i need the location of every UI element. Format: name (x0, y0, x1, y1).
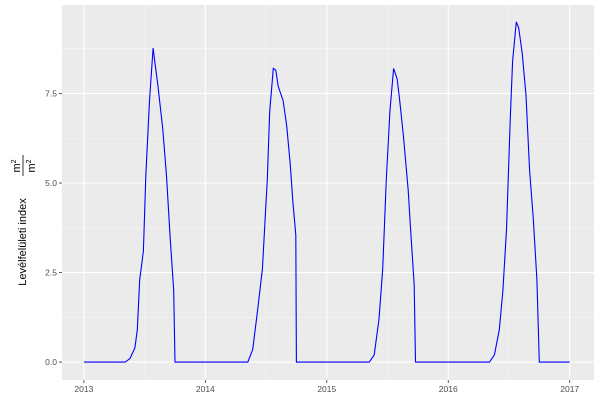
plot-panel (62, 5, 594, 380)
y-axis-label: Levélfelületi index (17, 198, 29, 286)
y-axis-title: Levélfelületi index m2 m2 (11, 155, 38, 286)
y-tick-label: 7.5 (45, 88, 57, 98)
x-tick-label: 2016 (439, 384, 458, 394)
y-tick-label: 2.5 (45, 268, 57, 278)
y-tick-label: 5.0 (45, 178, 57, 188)
x-tick-label: 2013 (74, 384, 93, 394)
x-axis: 2013 2014 2015 2016 2017 (74, 380, 579, 394)
series-line (83, 21, 570, 363)
x-tick-label: 2014 (196, 384, 215, 394)
y-tick-label: 0.0 (45, 357, 57, 367)
y-axis: 0.0 2.5 5.0 7.5 (45, 88, 62, 367)
y-unit-denominator: m2 (26, 159, 38, 172)
y-unit-numerator: m2 (11, 159, 23, 172)
x-tick-label: 2017 (560, 384, 579, 394)
x-tick-label: 2015 (317, 384, 336, 394)
